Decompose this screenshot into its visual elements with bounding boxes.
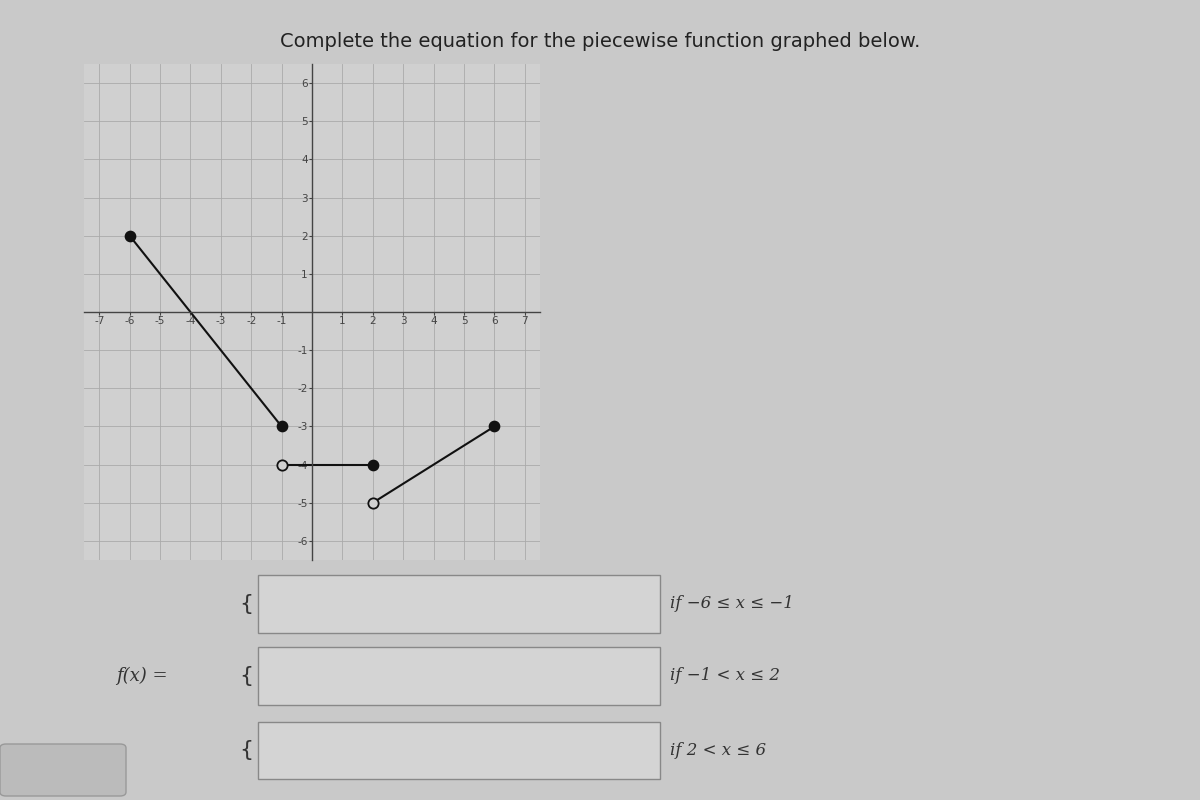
- Point: [272, 420, 292, 433]
- Text: {: {: [239, 666, 253, 686]
- Point: [364, 458, 383, 471]
- Point: [485, 420, 504, 433]
- Text: Scanned: Scanned: [50, 766, 98, 775]
- Text: if −6 ≤ x ≤ −1: if −6 ≤ x ≤ −1: [670, 595, 793, 613]
- Text: if 2 < x ≤ 6: if 2 < x ≤ 6: [670, 742, 766, 759]
- Text: f(x) =: f(x) =: [116, 667, 168, 685]
- Text: CS: CS: [10, 764, 28, 777]
- Text: Complete the equation for the piecewise function graphed below.: Complete the equation for the piecewise …: [280, 32, 920, 51]
- Point: [120, 230, 139, 242]
- Point: [272, 458, 292, 471]
- Text: if −1 < x ≤ 2: if −1 < x ≤ 2: [670, 667, 780, 685]
- Text: {: {: [239, 594, 253, 614]
- Point: [364, 496, 383, 509]
- Text: {: {: [239, 741, 253, 760]
